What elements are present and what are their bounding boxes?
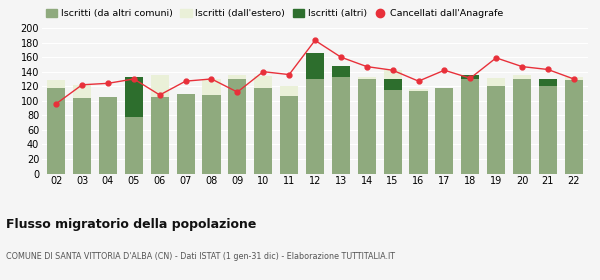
Bar (513, 79, 531, 174)
Bar (151, 75, 169, 97)
Bar (409, 89, 428, 91)
Bar (383, 90, 401, 174)
Bar (280, 85, 298, 96)
Bar (461, 75, 479, 79)
Bar (487, 78, 505, 86)
Bar (47, 80, 65, 88)
Bar (73, 98, 91, 174)
Bar (73, 85, 91, 98)
Bar (383, 79, 401, 90)
Bar (254, 88, 272, 174)
Bar (332, 66, 350, 77)
Bar (358, 79, 376, 174)
Bar (306, 79, 324, 174)
Bar (151, 97, 169, 174)
Bar (383, 70, 401, 90)
Bar (47, 88, 65, 174)
Bar (254, 76, 272, 88)
Text: Flusso migratorio della popolazione: Flusso migratorio della popolazione (6, 218, 256, 231)
Bar (332, 68, 350, 77)
Bar (332, 77, 350, 174)
Bar (125, 77, 143, 117)
Bar (99, 97, 117, 174)
Bar (306, 53, 324, 79)
Bar (125, 112, 143, 117)
Bar (202, 95, 221, 174)
Bar (436, 88, 454, 174)
Bar (565, 80, 583, 174)
Bar (358, 77, 376, 79)
Bar (229, 75, 247, 79)
Bar (306, 68, 324, 79)
Bar (202, 79, 221, 95)
Bar (539, 86, 557, 174)
Bar (461, 79, 479, 174)
Bar (539, 79, 557, 86)
Bar (280, 96, 298, 174)
Bar (487, 86, 505, 174)
Bar (539, 84, 557, 86)
Bar (125, 117, 143, 174)
Bar (409, 91, 428, 174)
Bar (229, 79, 247, 174)
Bar (513, 75, 531, 79)
Text: COMUNE DI SANTA VITTORIA D'ALBA (CN) - Dati ISTAT (1 gen-31 dic) - Elaborazione : COMUNE DI SANTA VITTORIA D'ALBA (CN) - D… (6, 252, 395, 261)
Legend: Iscritti (da altri comuni), Iscritti (dall'estero), Iscritti (altri), Cancellati: Iscritti (da altri comuni), Iscritti (da… (42, 5, 507, 22)
Bar (176, 94, 194, 174)
Bar (565, 77, 583, 80)
